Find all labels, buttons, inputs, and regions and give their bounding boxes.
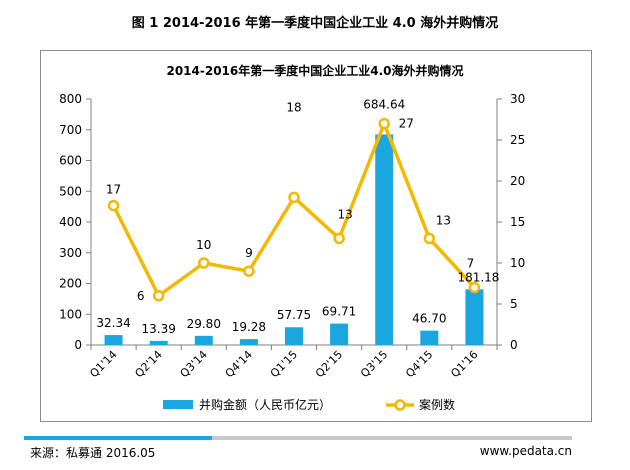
bar bbox=[420, 330, 439, 345]
bar-value-label: 181.18 bbox=[457, 270, 499, 284]
bar-value-label: 684.64 bbox=[363, 97, 405, 111]
case-count-marker bbox=[468, 281, 481, 294]
bar bbox=[375, 134, 394, 345]
y-right-tick-label: 0 bbox=[510, 338, 518, 352]
line-value-label: 9 bbox=[245, 246, 253, 260]
x-tick-label: Q2'14 bbox=[132, 348, 164, 380]
x-tick-label: Q1'15 bbox=[268, 348, 300, 380]
bar-value-label: 69.71 bbox=[322, 305, 356, 319]
x-tick-label: Q1'14 bbox=[87, 348, 119, 380]
y-right-tick-label: 25 bbox=[510, 133, 525, 147]
y-right-tick-label: 20 bbox=[510, 174, 525, 188]
bar-value-label: 57.75 bbox=[277, 308, 311, 322]
line-value-label: 13 bbox=[436, 213, 451, 227]
legend-bar-swatch bbox=[163, 400, 193, 409]
y-left-tick-label: 200 bbox=[59, 277, 82, 291]
y-left-tick-label: 0 bbox=[74, 338, 82, 352]
bar-value-label: 46.70 bbox=[412, 312, 446, 326]
bar-value-label: 29.80 bbox=[187, 317, 221, 331]
case-count-marker bbox=[243, 265, 255, 277]
case-count-line bbox=[111, 121, 476, 298]
source-divider bbox=[24, 436, 572, 440]
y-left-tick-label: 500 bbox=[59, 184, 82, 198]
line-series bbox=[107, 117, 481, 302]
chart-frame bbox=[40, 50, 592, 422]
case-count-marker bbox=[378, 117, 390, 130]
case-count-marker bbox=[107, 199, 120, 212]
x-tick-label: Q4'14 bbox=[223, 348, 255, 380]
line-value-label: 6 bbox=[137, 289, 145, 303]
x-tick-label: Q1'16 bbox=[448, 348, 480, 380]
website-text: www.pedata.cn bbox=[479, 444, 572, 458]
y-left-tick-label: 300 bbox=[59, 246, 82, 260]
line-value-label: 7 bbox=[467, 257, 475, 271]
case-count-marker bbox=[198, 257, 210, 269]
bar-value-label: 13.39 bbox=[141, 322, 175, 336]
legend-line-marker bbox=[394, 399, 406, 411]
y-right-tick-label: 30 bbox=[510, 92, 525, 106]
y-left-tick-label: 600 bbox=[59, 154, 82, 168]
y-right-tick-label: 10 bbox=[510, 256, 525, 270]
y-left-tick-label: 700 bbox=[59, 123, 82, 137]
line-value-label: 13 bbox=[337, 207, 352, 221]
legend-bar-label: 并购金额（人民币亿元） bbox=[199, 397, 331, 412]
x-tick-label: Q3'14 bbox=[178, 348, 210, 380]
bar bbox=[239, 339, 258, 345]
bar bbox=[285, 327, 303, 345]
source-text: 来源：私募通 2016.05 bbox=[30, 446, 156, 460]
case-count-marker bbox=[288, 191, 300, 204]
x-tick-label: Q4'15 bbox=[403, 348, 435, 380]
y-left-tick-label: 800 bbox=[59, 92, 82, 106]
y-left-tick-label: 100 bbox=[59, 307, 82, 321]
line-value-label: 18 bbox=[286, 100, 301, 114]
bar bbox=[330, 323, 349, 345]
y-right-tick-label: 5 bbox=[510, 297, 518, 311]
bar-value-label: 32.34 bbox=[96, 316, 130, 330]
bar bbox=[194, 335, 213, 345]
case-count-marker bbox=[423, 232, 436, 245]
line-value-label: 27 bbox=[399, 117, 414, 131]
bar bbox=[104, 335, 123, 345]
source-divider-accent bbox=[24, 436, 212, 440]
x-tick-label: Q3'15 bbox=[358, 348, 390, 380]
bar-value-label: 19.28 bbox=[232, 320, 266, 334]
bar bbox=[465, 289, 484, 345]
x-tick-label: Q2'15 bbox=[313, 348, 345, 380]
bar-series bbox=[104, 134, 484, 345]
data-labels: 32.34 13.39 29.80 19.28 57.75 69.71 684.64 46.7… bbox=[96, 97, 499, 335]
case-count-marker bbox=[333, 232, 345, 245]
line-value-label: 17 bbox=[106, 183, 121, 197]
figure-title: 图 1 2014-2016 年第一季度中国企业工业 4.0 海外并购情况 bbox=[131, 16, 499, 31]
bar bbox=[149, 340, 168, 345]
legend-line-label: 案例数 bbox=[419, 397, 455, 412]
legend: 并购金额（人民币亿元） 案例数 bbox=[163, 397, 455, 412]
chart-title: 2014-2016年第一季度中国企业工业4.0海外并购情况 bbox=[166, 63, 463, 78]
y-left-tick-label: 400 bbox=[59, 215, 82, 229]
y-right-tick-label: 15 bbox=[510, 215, 525, 229]
line-value-label: 10 bbox=[196, 238, 211, 252]
case-count-marker bbox=[152, 290, 165, 302]
